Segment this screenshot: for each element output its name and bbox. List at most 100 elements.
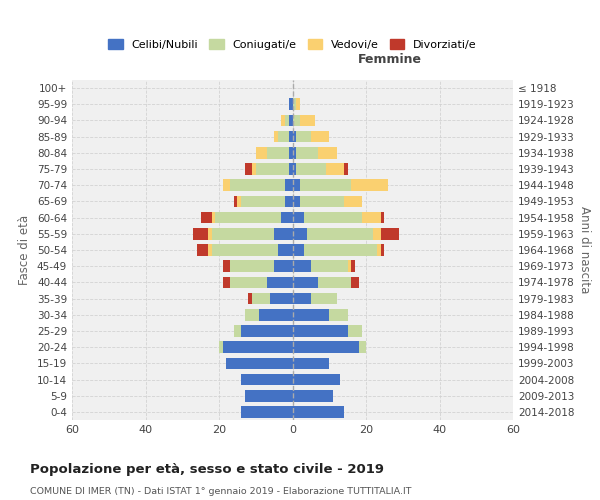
Bar [373, 228, 381, 239]
Bar [304, 212, 362, 224]
Bar [223, 276, 230, 288]
Bar [307, 228, 373, 239]
Bar [248, 292, 252, 304]
Bar [281, 212, 293, 224]
Y-axis label: Anni di nascita: Anni di nascita [578, 206, 591, 294]
Bar [223, 180, 230, 191]
Bar [197, 244, 208, 256]
Bar [381, 228, 399, 239]
Bar [208, 244, 212, 256]
Bar [289, 147, 293, 158]
Bar [256, 163, 289, 175]
Bar [241, 406, 293, 417]
Bar [274, 260, 293, 272]
Bar [212, 212, 215, 224]
Bar [352, 180, 388, 191]
Bar [377, 244, 381, 256]
Bar [226, 358, 293, 369]
Bar [293, 163, 296, 175]
Bar [293, 212, 304, 224]
Bar [234, 196, 238, 207]
Bar [293, 325, 347, 337]
Bar [311, 131, 329, 142]
Bar [230, 260, 274, 272]
Bar [215, 212, 281, 224]
Bar [352, 260, 355, 272]
Bar [289, 163, 293, 175]
Bar [326, 163, 344, 175]
Bar [362, 212, 381, 224]
Bar [241, 325, 293, 337]
Bar [293, 374, 340, 386]
Bar [293, 147, 296, 158]
Bar [252, 163, 256, 175]
Bar [212, 244, 278, 256]
Bar [200, 212, 212, 224]
Bar [223, 342, 293, 353]
Bar [293, 276, 318, 288]
Text: COMUNE DI IMER (TN) - Dati ISTAT 1° gennaio 2019 - Elaborazione TUTTITALIA.IT: COMUNE DI IMER (TN) - Dati ISTAT 1° genn… [30, 488, 412, 496]
Bar [259, 309, 293, 320]
Bar [245, 390, 293, 402]
Text: Femmine: Femmine [358, 54, 422, 66]
Bar [347, 325, 362, 337]
Bar [381, 244, 385, 256]
Bar [212, 228, 274, 239]
Bar [293, 260, 311, 272]
Bar [296, 98, 300, 110]
Bar [234, 325, 241, 337]
Bar [289, 98, 293, 110]
Bar [293, 114, 300, 126]
Bar [344, 196, 362, 207]
Bar [267, 147, 289, 158]
Bar [304, 244, 377, 256]
Bar [293, 309, 329, 320]
Bar [359, 342, 366, 353]
Bar [278, 131, 289, 142]
Bar [329, 309, 347, 320]
Bar [293, 358, 329, 369]
Bar [293, 228, 307, 239]
Bar [296, 163, 326, 175]
Bar [285, 196, 293, 207]
Bar [296, 131, 311, 142]
Bar [344, 163, 347, 175]
Bar [230, 180, 285, 191]
Bar [193, 228, 208, 239]
Bar [267, 276, 293, 288]
Bar [300, 114, 314, 126]
Bar [245, 163, 252, 175]
Bar [293, 406, 344, 417]
Bar [271, 292, 293, 304]
Bar [289, 131, 293, 142]
Bar [230, 276, 267, 288]
Bar [293, 292, 311, 304]
Bar [293, 342, 359, 353]
Bar [318, 147, 337, 158]
Y-axis label: Fasce di età: Fasce di età [19, 215, 31, 285]
Bar [352, 276, 359, 288]
Bar [347, 260, 352, 272]
Bar [223, 260, 230, 272]
Bar [208, 228, 212, 239]
Bar [285, 114, 289, 126]
Bar [381, 212, 385, 224]
Bar [300, 180, 352, 191]
Bar [274, 228, 293, 239]
Bar [318, 276, 352, 288]
Bar [278, 244, 293, 256]
Bar [289, 114, 293, 126]
Text: Popolazione per età, sesso e stato civile - 2019: Popolazione per età, sesso e stato civil… [30, 462, 384, 475]
Bar [296, 147, 318, 158]
Bar [219, 342, 223, 353]
Bar [252, 292, 271, 304]
Bar [293, 98, 296, 110]
Bar [285, 180, 293, 191]
Bar [241, 196, 285, 207]
Bar [293, 390, 333, 402]
Bar [311, 292, 337, 304]
Bar [238, 196, 241, 207]
Bar [293, 131, 296, 142]
Bar [256, 147, 267, 158]
Bar [241, 374, 293, 386]
